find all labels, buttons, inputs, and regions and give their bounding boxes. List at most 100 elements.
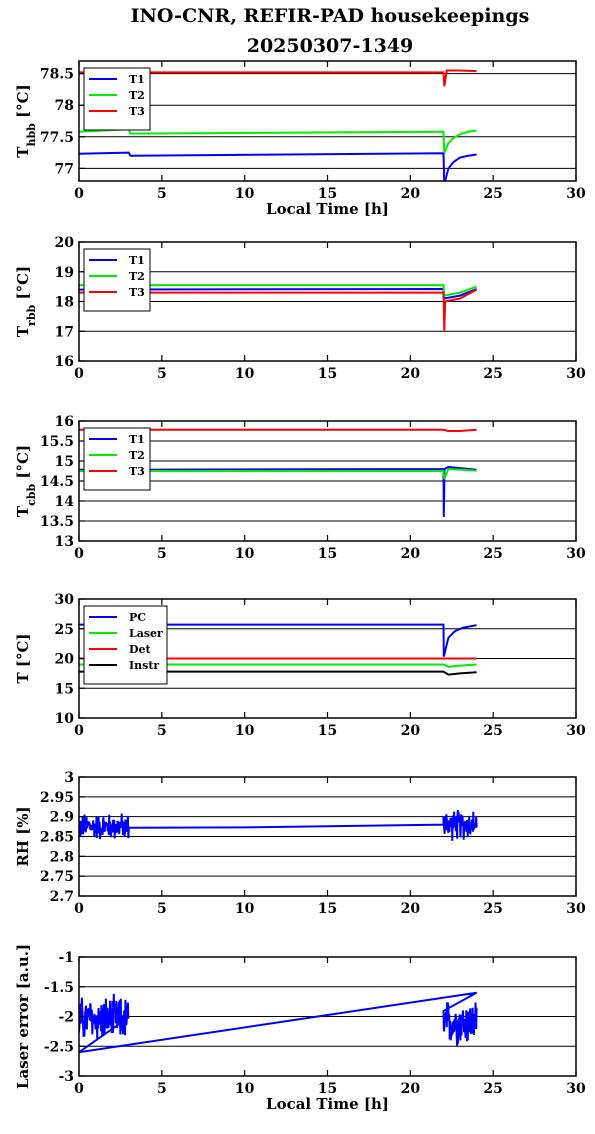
plot-frame — [78, 60, 577, 182]
x-tick-label: 15 — [318, 186, 337, 202]
x-tick-label: 10 — [235, 366, 255, 382]
panel-3: 0 5 10 15 20 25 30 13 13.5 14 14.5 15 15.5 16 Tcbb [°C… — [14, 414, 586, 562]
legend-entry: T2 — [129, 89, 145, 102]
series-line-t3 — [79, 428, 477, 432]
y-axis-label: Thbb [°C] — [14, 84, 38, 157]
series-line-laser — [79, 663, 477, 668]
y-tick-label: 2.95 — [40, 790, 74, 806]
y-tick-label: 13.5 — [40, 514, 74, 530]
y-tick-label: 25 — [55, 622, 74, 638]
y-tick-label: 14 — [55, 494, 75, 510]
y-tick-label: 3 — [64, 770, 74, 786]
legend-entry: Instr — [129, 659, 159, 672]
y-tick-label: 18 — [55, 295, 74, 311]
x-tick-label: 10 — [235, 546, 255, 562]
y-tick-label: 78 — [55, 98, 74, 114]
figure-title-line2: 20250307-1349 — [247, 35, 414, 57]
x-tick-label: 15 — [318, 366, 337, 382]
series-line-data — [79, 991, 478, 1054]
x-tick-label: 30 — [566, 366, 586, 382]
y-tick-label: 78.5 — [40, 67, 74, 83]
x-tick-label: 0 — [74, 186, 84, 202]
y-tick-label: 10 — [55, 711, 75, 727]
figure-title-line1: INO-CNR, REFIR-PAD housekeepings — [131, 5, 530, 27]
y-tick-label: 15 — [55, 454, 74, 470]
x-tick-label: 0 — [74, 546, 84, 562]
legend-entry: T3 — [129, 286, 145, 299]
x-axis-label: Local Time [h] — [266, 200, 389, 218]
panel-5: 0 5 10 15 20 25 30 2.7 2.75 2.8 2.85 2.9 2.95 3 RH [%] — [14, 770, 586, 917]
legend-entry: Det — [129, 643, 152, 656]
series-line-t3 — [79, 69, 477, 87]
legend: PC Laser Det Instr — [83, 605, 168, 685]
x-tick-label: 5 — [157, 366, 167, 382]
y-tick-label: 2.85 — [40, 830, 74, 846]
legend-entry: PC — [129, 611, 146, 624]
legend: T1 T2 T3 — [83, 67, 151, 131]
x-axis-label: Local Time [h] — [266, 1095, 389, 1113]
legend-entry: T2 — [129, 449, 145, 462]
y-tick-label: 19 — [55, 265, 74, 281]
y-tick-label: 14.5 — [40, 474, 74, 490]
y-tick-label: -1.5 — [44, 980, 74, 996]
y-axis-label: RH [%] — [14, 806, 32, 866]
legend-entry: Laser — [129, 627, 163, 640]
series-line-t1 — [79, 151, 477, 181]
x-tick-label: 15 — [318, 723, 337, 739]
x-tick-label: 15 — [318, 1081, 337, 1097]
legend-entry: T3 — [129, 465, 145, 478]
y-tick-label: 15 — [55, 681, 74, 697]
x-tick-label: 20 — [401, 366, 421, 382]
x-tick-label: 0 — [74, 901, 84, 917]
x-tick-label: 5 — [157, 901, 167, 917]
y-tick-label: 16 — [55, 414, 74, 430]
x-tick-label: 10 — [235, 1081, 255, 1097]
y-axis-label: Tcbb [°C] — [14, 445, 38, 517]
series-line-t2 — [79, 128, 477, 153]
x-tick-label: 20 — [401, 186, 421, 202]
x-tick-label: 0 — [74, 723, 84, 739]
x-tick-label: 5 — [157, 723, 167, 739]
x-tick-label: 15 — [318, 546, 337, 562]
legend-entry: T3 — [129, 105, 145, 118]
x-tick-label: 15 — [318, 901, 337, 917]
y-tick-label: -3 — [58, 1069, 74, 1085]
legend-entry: T1 — [129, 433, 145, 446]
legend-entry: T1 — [129, 254, 145, 267]
y-axis-label: T [°C] — [14, 633, 32, 683]
panel-4: 0 5 10 15 20 25 30 10 15 20 25 30 T [°C] PC Laser Det In… — [14, 592, 586, 739]
x-tick-label: 10 — [235, 901, 255, 917]
y-tick-label: 30 — [55, 592, 75, 608]
panel-2: 0 5 10 15 20 25 30 16 17 18 19 20 Trbb [°C] T1 T2 T3 — [14, 235, 586, 382]
x-tick-label: 5 — [157, 186, 167, 202]
x-tick-label: 30 — [566, 723, 586, 739]
x-tick-label: 20 — [401, 1081, 421, 1097]
y-tick-label: 77 — [55, 161, 74, 177]
panel-6: 0 5 10 15 20 25 30 -3 -2.5 -2 -1.5 -1 Local Time [h]… — [14, 944, 586, 1113]
series-line-instr — [79, 670, 477, 676]
y-tick-label: 2.75 — [40, 869, 74, 885]
y-tick-label: 20 — [55, 235, 75, 251]
x-tick-label: 25 — [483, 901, 502, 917]
series-line-t2 — [79, 467, 477, 480]
x-tick-label: 30 — [566, 186, 586, 202]
series-line-t3 — [79, 288, 478, 332]
legend-entry: T2 — [129, 270, 145, 283]
x-tick-label: 20 — [401, 546, 421, 562]
x-tick-label: 25 — [483, 546, 502, 562]
x-tick-label: 25 — [483, 366, 502, 382]
y-tick-label: 2.8 — [50, 849, 74, 865]
x-tick-label: 10 — [235, 723, 255, 739]
series-line-t1 — [79, 465, 477, 518]
y-tick-label: 2.9 — [50, 810, 74, 826]
y-tick-label: 15.5 — [40, 434, 74, 450]
x-tick-label: 20 — [401, 901, 421, 917]
x-tick-label: 0 — [74, 366, 84, 382]
y-tick-label: 17 — [55, 324, 74, 340]
y-tick-label: 20 — [55, 652, 75, 668]
x-tick-label: 25 — [483, 186, 502, 202]
y-tick-label: 2.7 — [50, 889, 74, 905]
series-line-data — [79, 809, 478, 841]
x-tick-label: 10 — [235, 186, 255, 202]
